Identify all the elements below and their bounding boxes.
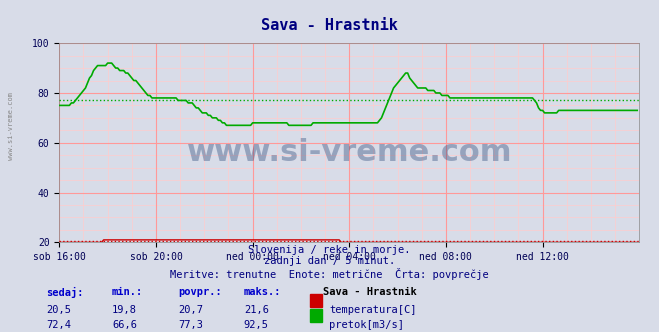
Text: povpr.:: povpr.:: [178, 287, 221, 297]
Text: Sava - Hrastnik: Sava - Hrastnik: [261, 18, 398, 33]
Text: 66,6: 66,6: [112, 320, 137, 330]
Text: www.si-vreme.com: www.si-vreme.com: [186, 138, 512, 167]
Text: Slovenija / reke in morje.: Slovenija / reke in morje.: [248, 245, 411, 255]
Bar: [310, 309, 322, 322]
Text: 72,4: 72,4: [46, 320, 71, 330]
Text: temperatura[C]: temperatura[C]: [330, 305, 417, 315]
Text: sedaj:: sedaj:: [46, 287, 84, 298]
Text: pretok[m3/s]: pretok[m3/s]: [330, 320, 405, 330]
Text: 77,3: 77,3: [178, 320, 203, 330]
Text: 21,6: 21,6: [244, 305, 269, 315]
Text: www.si-vreme.com: www.si-vreme.com: [8, 92, 14, 160]
Text: Sava - Hrastnik: Sava - Hrastnik: [323, 287, 416, 297]
Text: zadnji dan / 5 minut.: zadnji dan / 5 minut.: [264, 256, 395, 266]
Text: 92,5: 92,5: [244, 320, 269, 330]
Text: 20,7: 20,7: [178, 305, 203, 315]
Bar: [310, 294, 322, 307]
Text: min.:: min.:: [112, 287, 143, 297]
Text: 20,5: 20,5: [46, 305, 71, 315]
Text: Meritve: trenutne  Enote: metrične  Črta: povprečje: Meritve: trenutne Enote: metrične Črta: …: [170, 268, 489, 280]
Text: 19,8: 19,8: [112, 305, 137, 315]
Text: maks.:: maks.:: [244, 287, 281, 297]
